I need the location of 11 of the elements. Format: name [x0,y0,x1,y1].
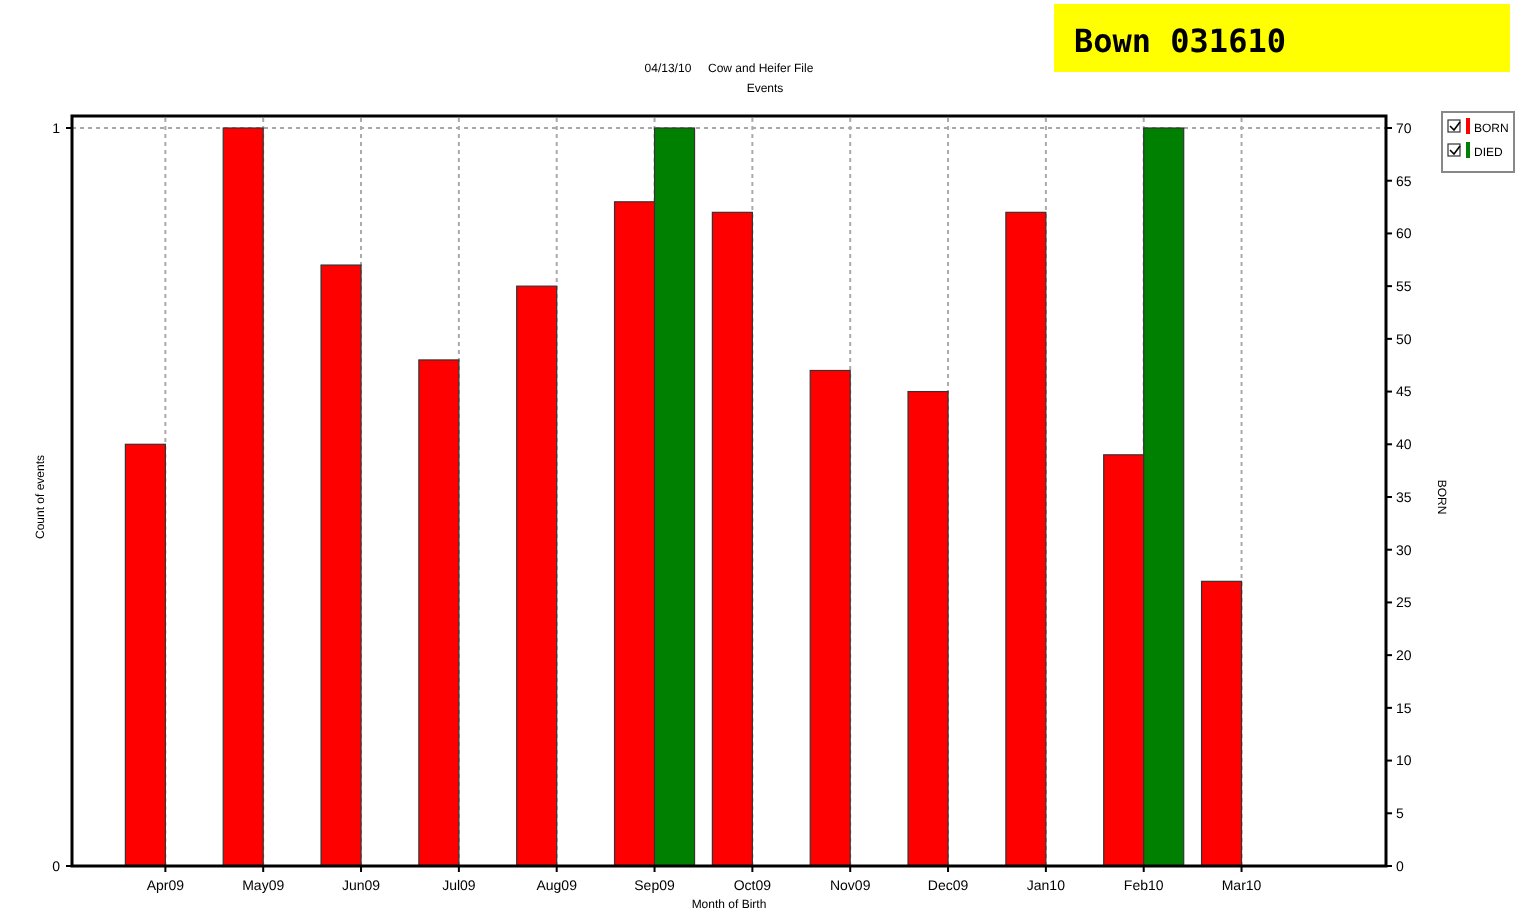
bar [124,443,166,867]
bar [320,264,362,867]
bar [1200,580,1243,867]
text: Bown 031610 [1074,22,1286,60]
bar [907,390,949,867]
bar [711,211,753,867]
bar [1005,211,1047,867]
bar [222,127,264,867]
bar [516,285,558,867]
bar [809,369,851,867]
bar [418,359,460,867]
